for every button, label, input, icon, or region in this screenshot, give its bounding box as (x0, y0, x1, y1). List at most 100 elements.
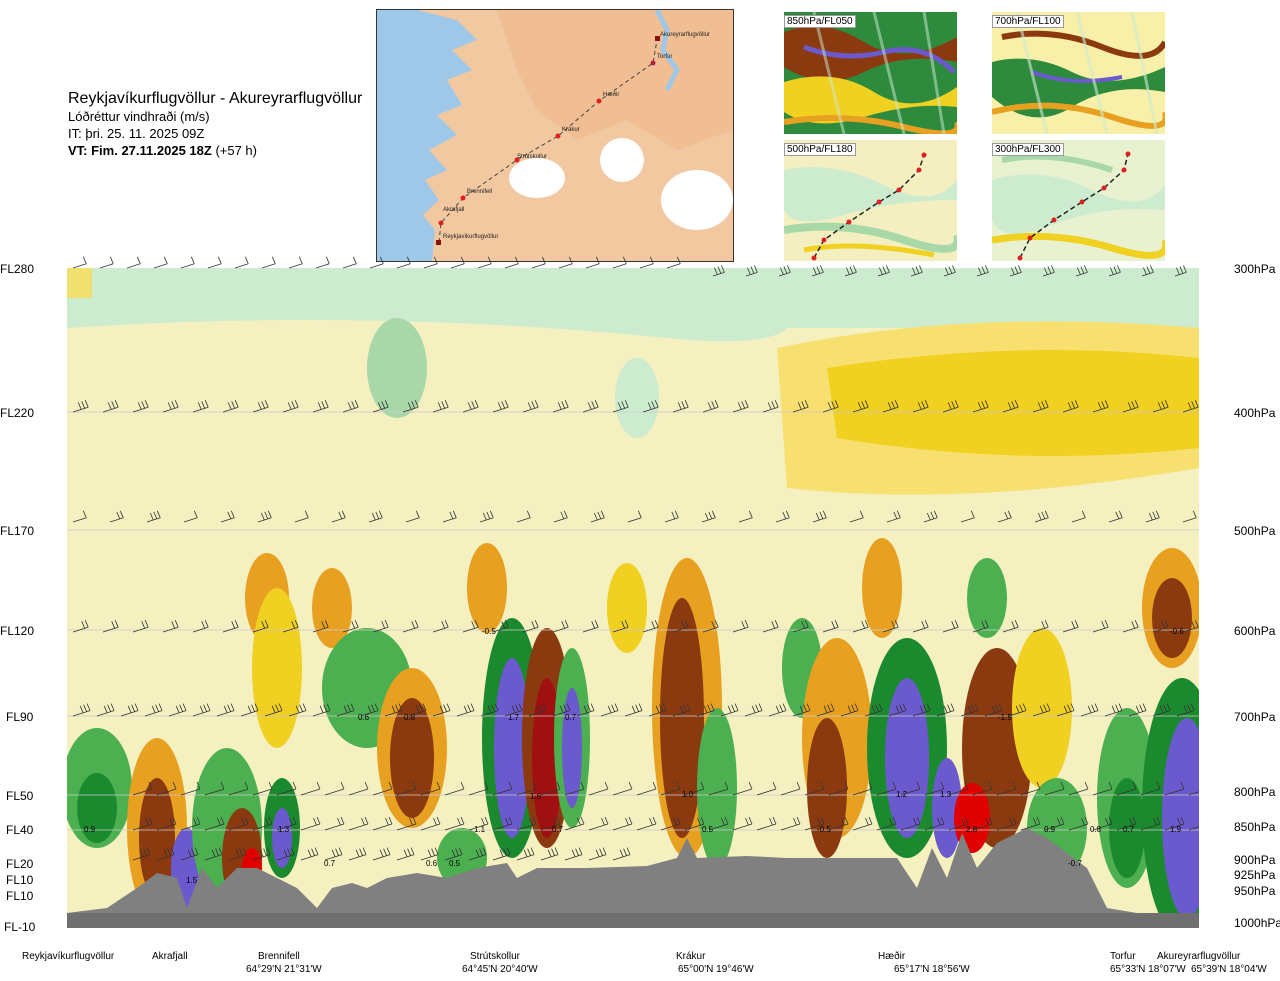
wind-barb (282, 400, 299, 413)
wind-barb (372, 847, 391, 861)
wind-barb (942, 400, 959, 413)
value-label-10: 1.7 (508, 713, 520, 722)
wind-barb (516, 781, 537, 796)
wind-barb (312, 703, 331, 717)
wind-barb (900, 781, 921, 796)
wind-barb (420, 847, 439, 861)
wind-barb (492, 847, 511, 861)
hpa-label-900: 900hPa (1234, 853, 1276, 867)
wind-barb (924, 816, 945, 831)
wind-barb (612, 400, 629, 413)
wind-barb (156, 816, 177, 831)
wind-barb (444, 847, 463, 861)
wind-barb (612, 256, 627, 269)
wind-barb (444, 816, 465, 831)
wind-barb (480, 703, 499, 717)
wind-barb (153, 256, 168, 269)
wind-barb (504, 256, 519, 269)
wind-barb (1188, 826, 1199, 831)
wind-barb (72, 703, 91, 717)
wind-barb (240, 703, 259, 717)
wind-barb (600, 703, 619, 717)
wind-barb (684, 816, 705, 831)
wind-barb (368, 510, 383, 523)
fl-label-20: FL20 (6, 857, 34, 871)
wind-barb (900, 816, 921, 831)
wind-barb (564, 847, 583, 861)
wind-barb (1140, 816, 1161, 831)
wind-barb (146, 510, 161, 523)
wind-barb (576, 703, 595, 717)
wind-barb (99, 256, 114, 269)
wind-barb (708, 781, 729, 796)
inset-850-label: 850hPa/FL050 (784, 15, 856, 28)
wind-barb (252, 847, 271, 861)
axis-place-haedir: Hæðir (878, 951, 906, 962)
wind-barb (300, 781, 321, 796)
wind-barb (612, 816, 633, 831)
wind-barb (1128, 703, 1147, 717)
axis-place-strutskollur: Strútskollur (470, 951, 521, 962)
wind-barb (1009, 265, 1022, 277)
wind-barb (1092, 816, 1113, 831)
wind-barb (348, 816, 369, 831)
map-label-strutskollur: Strútskollur (517, 154, 547, 160)
wind-barb (420, 816, 441, 831)
wind-barb (402, 400, 419, 413)
value-label-26: -0.7 (1068, 859, 1082, 868)
cross-section-plot (67, 268, 1199, 928)
wind-barb (1164, 781, 1185, 796)
wind-barb (1044, 816, 1065, 831)
wind-barb (531, 256, 546, 269)
wind-barb (396, 847, 415, 861)
axis-place-torfur: Torfur (1110, 951, 1136, 962)
inset-500-label: 500hPa/FL180 (784, 143, 856, 156)
value-label-20: 2.8 (966, 825, 978, 834)
valid-time: VT: Fim. 27.11.2025 18Z (68, 143, 212, 158)
cross-section-svg (67, 268, 1199, 928)
wind-barb (204, 781, 225, 796)
wind-barb (924, 781, 945, 796)
waypoint-brennifell-marker (460, 195, 466, 201)
value-label-11: 0.7 (565, 713, 577, 722)
wind-barb (1152, 703, 1171, 717)
wind-barb (1092, 620, 1109, 633)
wind-barb (204, 847, 223, 861)
wind-barb (642, 400, 659, 413)
wind-barb (972, 816, 993, 831)
wind-barb (912, 620, 929, 633)
value-label-12: 1.6 (530, 792, 542, 801)
wind-barb (372, 400, 389, 413)
wind-barb (132, 400, 149, 413)
wind-barb (294, 510, 309, 523)
axis-place-akrafjall: Akrafjall (152, 951, 188, 962)
wind-barb (864, 703, 883, 717)
wind-barb (552, 620, 569, 633)
wind-barb (997, 510, 1012, 523)
wind-barb (1182, 400, 1199, 413)
waypoint-torfur-marker (650, 60, 656, 66)
wind-barb (312, 400, 329, 413)
wind-barb (540, 816, 561, 831)
inset-700-label: 700hPa/FL100 (992, 15, 1064, 28)
vertical-velocity-columns (67, 538, 1199, 928)
hpa-label-300: 300hPa (1234, 262, 1276, 276)
wind-barb (102, 620, 119, 633)
value-label-3: 1.3 (278, 825, 290, 834)
wind-barb (228, 816, 249, 831)
wind-barbs-layer (72, 256, 1199, 861)
wind-barb (612, 781, 633, 796)
wind-barb (222, 620, 239, 633)
wind-barb (282, 620, 299, 633)
wind-barb (972, 620, 989, 633)
wind-barb (96, 703, 115, 717)
value-label-8: 0.8 (404, 713, 416, 722)
wind-barb (1141, 265, 1154, 277)
wind-barb (126, 256, 141, 269)
wind-barb (276, 847, 295, 861)
wind-barb (1075, 265, 1088, 277)
wind-barb (288, 703, 307, 717)
inset-300-panel: 300hPa/FL300 (992, 140, 1165, 261)
wind-barb (405, 510, 420, 523)
wind-barb (886, 510, 901, 523)
